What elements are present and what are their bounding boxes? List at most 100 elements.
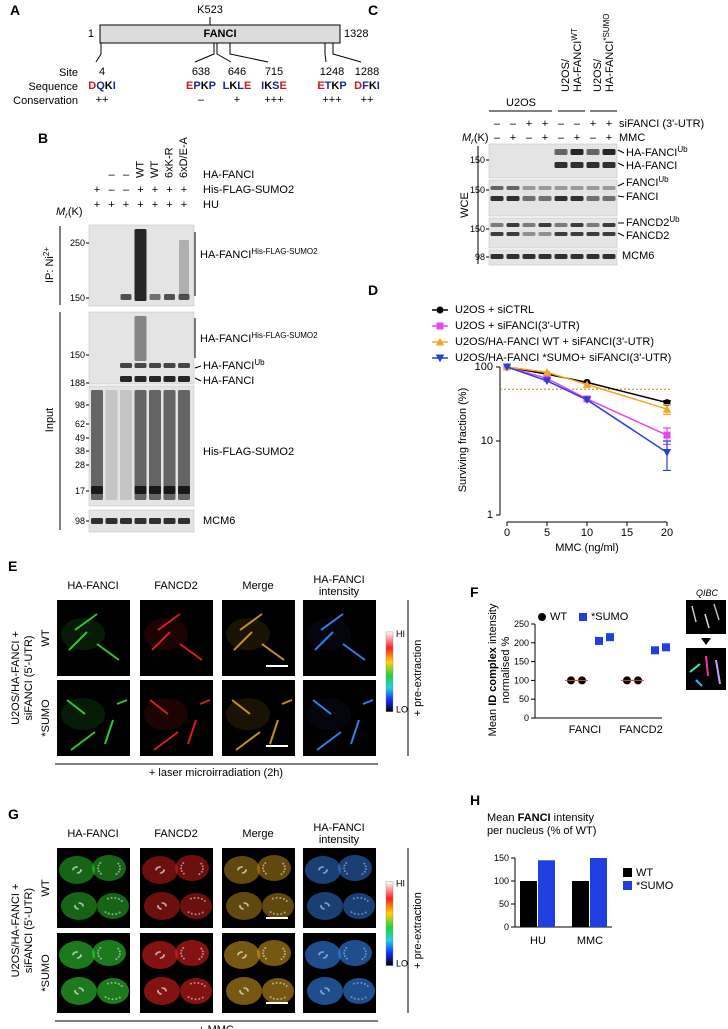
speckle (269, 996, 272, 999)
column-header: HA-FANCI (313, 822, 364, 834)
speckle (198, 912, 201, 915)
speckle (364, 953, 367, 956)
nucleus (144, 977, 180, 1005)
conservation: +++ (322, 94, 341, 106)
speckle (159, 871, 162, 874)
blot-band (91, 486, 103, 494)
blot-band (91, 390, 103, 500)
lane-label: + (123, 199, 129, 211)
speckle (164, 904, 167, 907)
legend-label: U2OS/HA-FANCI *SUMO+ siFANCI(3'-UTR) (455, 352, 671, 364)
site-connector (324, 43, 327, 63)
lane-label: – (108, 184, 115, 196)
speckle (264, 946, 267, 949)
column-header: Merge (242, 828, 273, 840)
speckle (198, 873, 201, 876)
blot-band (506, 196, 520, 201)
nucleus (338, 940, 372, 966)
speckle (239, 989, 242, 992)
speckle (343, 955, 346, 958)
blot-band (506, 186, 520, 190)
speckle (104, 996, 107, 999)
speckle (115, 997, 118, 1000)
speckle (350, 996, 353, 999)
lane-label: + (542, 118, 548, 130)
lane-label: – (123, 184, 130, 196)
column-header: intensity (319, 834, 360, 846)
label-text: M (462, 132, 472, 144)
speckle (283, 996, 286, 999)
panel-letter: F (470, 584, 479, 600)
nucleus (61, 698, 105, 731)
laser-stripe (157, 613, 181, 631)
speckle (283, 953, 286, 956)
speckle (241, 956, 244, 959)
residue: L (237, 80, 244, 92)
band-label: FANCD2Ub (626, 215, 680, 230)
mw-marker: 250 (70, 238, 85, 248)
speckle (262, 867, 265, 870)
speckle (276, 913, 279, 916)
superscript: *SUMO (602, 14, 611, 41)
x-tick-label: 20 (661, 527, 673, 539)
blot-band (554, 162, 568, 168)
residue: I (261, 80, 264, 92)
residue: I (377, 80, 380, 92)
y-tick-label: 0 (524, 713, 529, 723)
speckle (81, 904, 84, 907)
blot-band (91, 518, 103, 524)
label-text: HA-FANCI (200, 333, 251, 345)
speckle (76, 951, 78, 953)
blot-band (570, 232, 584, 236)
speckle (283, 950, 286, 953)
side-label: siFANCI (5'-UTR) (23, 888, 35, 973)
blot-band (570, 196, 584, 201)
lane-label: + (152, 199, 158, 211)
protein-bar (99, 24, 341, 44)
color-scale (385, 631, 394, 712)
speckle (276, 998, 279, 1001)
speckle (110, 896, 113, 899)
speckle (97, 870, 100, 873)
nucleus (61, 618, 105, 651)
superscript: Ub (669, 215, 680, 224)
speckle (285, 984, 288, 987)
legend-marker (435, 337, 445, 346)
speckle (246, 904, 249, 907)
legend-swatch (623, 881, 632, 890)
data-point (651, 646, 659, 655)
speckle (117, 983, 120, 986)
speckle (280, 873, 283, 876)
blot-band (120, 390, 132, 500)
speckle (118, 996, 121, 999)
speckle (198, 958, 201, 961)
blot-band (149, 518, 161, 524)
side-label: U2OS/HA-FANCI + (10, 884, 22, 978)
speckle (361, 997, 364, 1000)
speckle (200, 947, 203, 950)
blot-band (586, 254, 600, 259)
lane-label: – (123, 169, 130, 181)
speckle (272, 997, 275, 1000)
y-tick-label: 200 (514, 638, 529, 648)
speckle (262, 949, 265, 952)
treatment-label: + pre-extraction (412, 892, 424, 969)
site-connector (332, 43, 362, 63)
y-tick-label: 150 (514, 657, 529, 667)
residue: D (354, 80, 362, 92)
speckle (357, 998, 360, 1001)
speckle (279, 981, 282, 984)
mr-label: Mr(K) (56, 206, 83, 220)
residue: P (193, 80, 200, 92)
speckle (282, 983, 285, 986)
speckle (366, 899, 369, 902)
lane-label: + (94, 184, 100, 196)
band-label: FANCD2 (626, 230, 669, 242)
group-label: U2OS (506, 97, 536, 109)
label-text: FANCI (626, 177, 658, 189)
speckle (197, 896, 200, 899)
speckle (280, 997, 283, 1000)
band-label: MCM6 (622, 250, 654, 262)
column-header: Merge (242, 580, 273, 592)
blot-band (149, 486, 161, 494)
